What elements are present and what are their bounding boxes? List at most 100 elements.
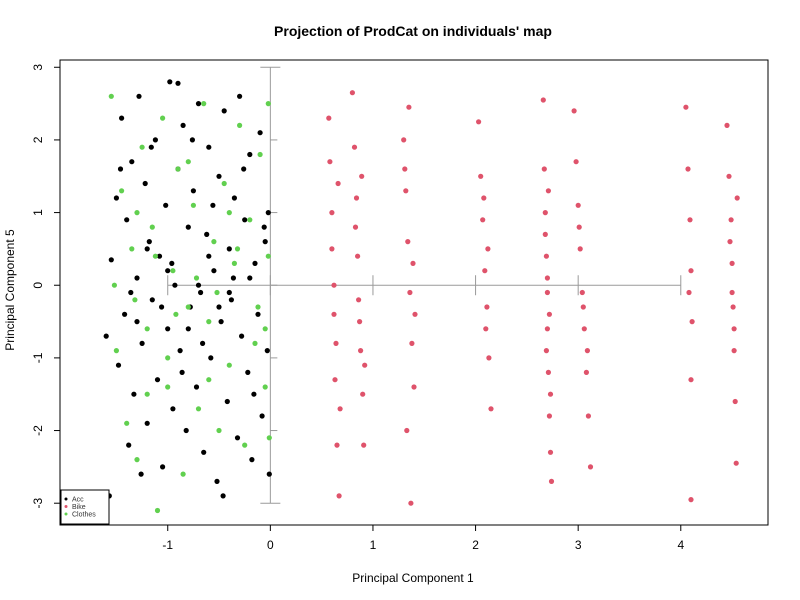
y-tick-label: 0 xyxy=(31,282,45,289)
data-point xyxy=(476,119,482,125)
data-point xyxy=(483,326,489,332)
data-point xyxy=(201,101,207,107)
legend-marker xyxy=(64,505,68,508)
data-point xyxy=(360,391,366,397)
data-point xyxy=(163,202,169,208)
data-point xyxy=(485,246,491,252)
data-point xyxy=(221,108,227,114)
data-point xyxy=(195,406,202,412)
data-point xyxy=(154,507,161,514)
legend-label: Clothes xyxy=(72,512,96,519)
data-point xyxy=(573,159,579,165)
data-point xyxy=(351,144,358,150)
data-point xyxy=(264,348,270,354)
data-point xyxy=(546,311,553,317)
data-point xyxy=(208,355,214,361)
data-point xyxy=(540,97,546,103)
data-point xyxy=(688,268,694,274)
data-point xyxy=(331,311,337,317)
data-point xyxy=(265,253,271,259)
data-point xyxy=(165,384,171,390)
data-point xyxy=(230,275,236,281)
data-point xyxy=(408,500,414,506)
data-point xyxy=(144,420,150,426)
data-point xyxy=(730,304,736,310)
data-point xyxy=(170,268,176,274)
data-point xyxy=(170,406,176,412)
data-point xyxy=(242,442,248,448)
data-point xyxy=(261,224,267,230)
data-point xyxy=(165,326,171,332)
data-point xyxy=(486,355,492,361)
data-point xyxy=(216,427,222,434)
data-point xyxy=(245,369,251,375)
data-point xyxy=(729,260,735,266)
data-point xyxy=(402,166,408,172)
data-point xyxy=(142,180,148,187)
data-point xyxy=(571,108,577,114)
data-point xyxy=(149,224,155,230)
data-point xyxy=(412,311,418,317)
data-point xyxy=(262,326,268,332)
data-point xyxy=(190,188,196,194)
data-point xyxy=(547,449,554,455)
data-point xyxy=(108,93,114,99)
data-point xyxy=(353,195,360,201)
data-point xyxy=(175,80,181,86)
data-point xyxy=(224,398,230,405)
chart-title: Projection of ProdCat on individuals' ma… xyxy=(274,23,552,39)
data-point xyxy=(355,253,361,259)
data-point xyxy=(146,239,152,245)
data-point xyxy=(332,377,338,383)
data-point xyxy=(410,260,416,266)
data-point xyxy=(122,311,128,317)
data-point xyxy=(206,377,212,383)
data-point xyxy=(179,369,185,375)
data-point xyxy=(329,246,335,252)
data-point xyxy=(252,260,258,266)
data-point xyxy=(687,217,693,223)
data-point xyxy=(119,188,125,194)
data-point xyxy=(481,195,487,201)
data-point xyxy=(180,471,186,477)
data-point xyxy=(132,297,138,303)
series-bike xyxy=(326,90,740,506)
data-point xyxy=(160,115,166,121)
data-point xyxy=(406,104,412,110)
data-point xyxy=(335,180,341,187)
data-point xyxy=(576,224,582,230)
data-point xyxy=(331,282,337,288)
data-point xyxy=(265,210,271,216)
reference-lines xyxy=(167,66,682,504)
x-axis: -1 0 1 2 3 4 xyxy=(162,525,684,552)
data-point xyxy=(255,304,261,310)
data-point xyxy=(149,297,155,303)
data-point xyxy=(201,449,207,455)
data-point xyxy=(548,478,555,484)
data-point xyxy=(544,289,551,296)
legend-marker xyxy=(64,512,68,516)
data-point xyxy=(172,282,178,288)
data-point xyxy=(139,340,145,346)
y-tick-label: 2 xyxy=(31,136,45,143)
data-point xyxy=(131,391,137,397)
data-point xyxy=(337,406,343,412)
data-point xyxy=(185,224,191,230)
data-point xyxy=(226,210,232,216)
data-point xyxy=(252,340,258,346)
data-point xyxy=(148,144,154,150)
data-point xyxy=(129,246,135,252)
data-point xyxy=(139,144,145,150)
data-point xyxy=(173,311,179,317)
data-point xyxy=(234,246,241,252)
data-point xyxy=(329,210,335,216)
data-point xyxy=(255,311,261,317)
x-tick-label: 4 xyxy=(677,538,684,552)
data-point xyxy=(688,377,694,383)
data-point xyxy=(216,173,222,179)
data-point xyxy=(226,362,232,368)
data-point xyxy=(226,289,232,296)
data-point xyxy=(144,246,150,252)
legend-label: Bike xyxy=(72,504,86,511)
x-tick-label: 0 xyxy=(267,538,274,552)
